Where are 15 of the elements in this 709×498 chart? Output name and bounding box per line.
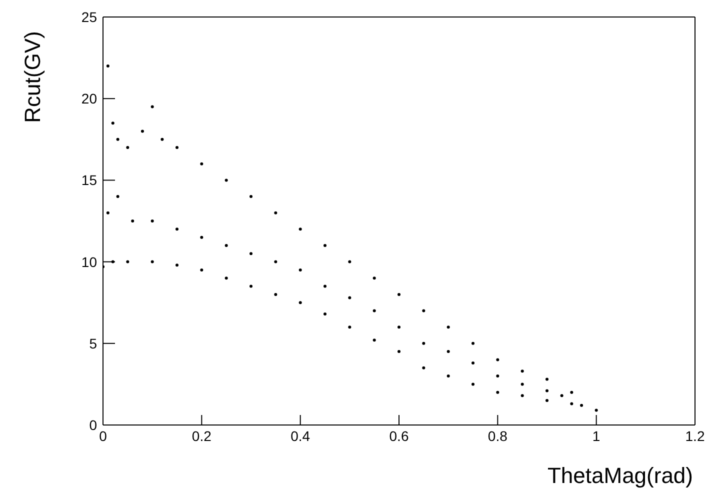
x-tick-label: 0.6 [389, 428, 409, 444]
x-tick-label: 0 [99, 428, 108, 444]
x-tick-label: 0.8 [488, 428, 508, 444]
y-tick-label: 5 [89, 335, 98, 352]
y-tick-label: 25 [81, 8, 98, 25]
y-tick-label: 10 [81, 254, 98, 270]
y-tick-label: 15 [81, 172, 98, 188]
x-tick-label: 0.4 [290, 428, 310, 444]
x-axis-title: ThetaMag(rad) [547, 463, 693, 488]
x-tick-label: 1.2 [685, 428, 705, 444]
y-tick-label: 0 [89, 416, 98, 433]
y-axis-title: Rcut(GV) [20, 31, 45, 123]
x-tick-label: 1 [592, 428, 600, 444]
x-tick-label: 0.2 [192, 428, 212, 444]
y-tick-label: 20 [81, 90, 98, 107]
